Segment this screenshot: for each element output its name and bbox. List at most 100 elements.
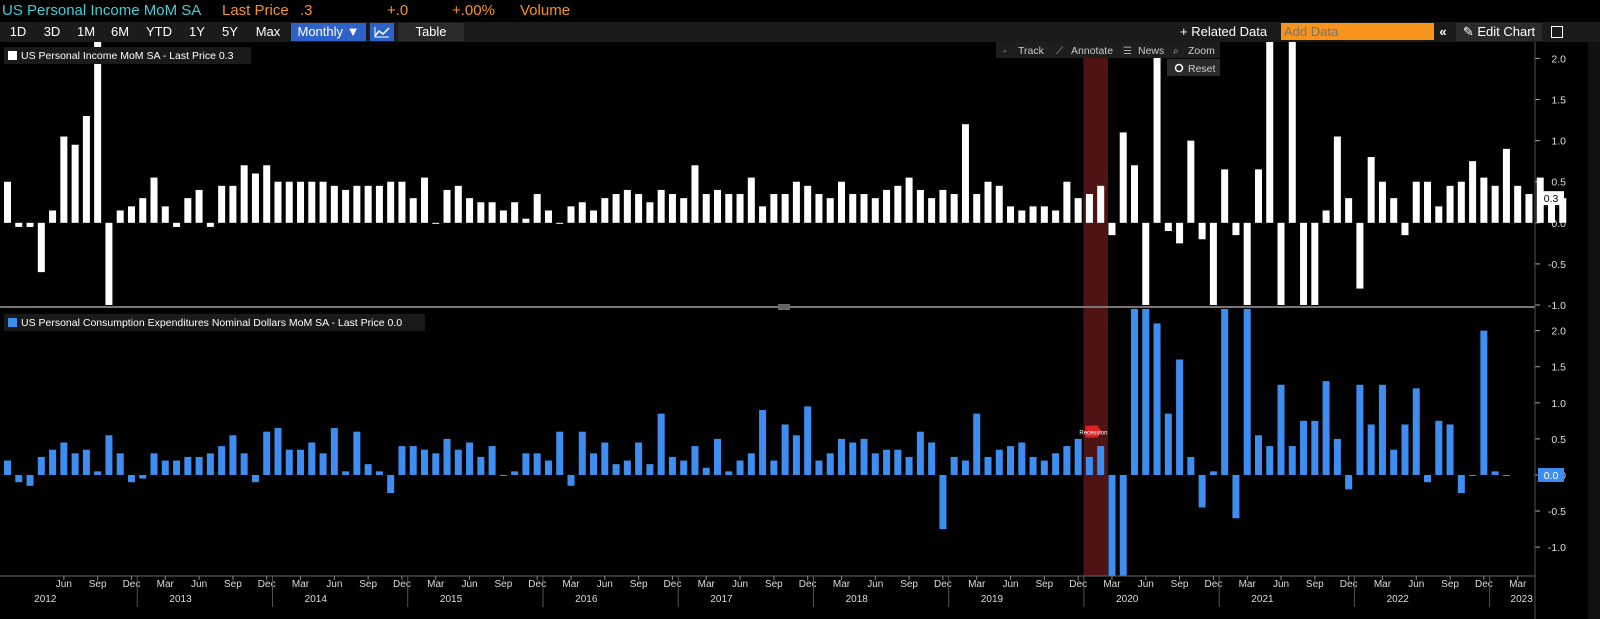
range-ytd-button[interactable]: YTD <box>138 23 180 41</box>
income-bar <box>736 194 744 223</box>
news-button[interactable]: News <box>1138 45 1164 57</box>
security-header: US Personal Income MoM SA Last Price .3 … <box>0 0 1600 22</box>
income-bar <box>184 198 192 223</box>
zoom-button[interactable]: Zoom <box>1188 45 1215 57</box>
income-bar <box>1322 210 1330 223</box>
income-bar <box>285 181 293 223</box>
x-month-label: Dec <box>799 579 817 590</box>
pce-bar <box>1345 474 1353 490</box>
income-bar <box>1480 177 1488 223</box>
reset-button[interactable]: Reset <box>1188 63 1216 75</box>
table-button[interactable]: Table <box>398 23 464 41</box>
pce-bar <box>1254 435 1262 475</box>
income-bar <box>961 124 969 223</box>
income-bar <box>454 185 462 223</box>
x-year-label: 2023 <box>1511 594 1534 605</box>
range-1m-button[interactable]: 1M <box>70 23 102 41</box>
range-3d-button[interactable]: 3D <box>36 23 68 41</box>
income-bar <box>905 177 913 223</box>
collapse-button[interactable]: « <box>1434 23 1452 41</box>
recession-event-flag[interactable] <box>1085 425 1102 438</box>
x-year-label: 2013 <box>169 594 192 605</box>
pce-bar <box>240 453 248 475</box>
edit-chart-button[interactable]: ✎ Edit Chart <box>1456 23 1542 41</box>
x-month-label: Jun <box>1273 579 1289 590</box>
pce-bar <box>567 474 575 486</box>
pce-bar <box>398 446 406 475</box>
pce-bar <box>1131 309 1138 475</box>
pce-bar <box>94 471 102 475</box>
pce-bar <box>578 431 586 475</box>
x-month-label: Sep <box>224 579 242 590</box>
income-bar <box>173 222 181 227</box>
income-bar <box>1345 198 1353 223</box>
line-chart-icon <box>374 27 390 38</box>
income-bar <box>387 181 395 223</box>
frequency-dropdown[interactable]: Monthly ▼ <box>291 23 366 41</box>
income-bar <box>443 189 451 223</box>
range-5y-button[interactable]: 5Y <box>214 23 246 41</box>
add-data-input[interactable] <box>1281 23 1435 40</box>
range-1d-button[interactable]: 1D <box>2 23 34 41</box>
income-bar <box>1333 136 1341 223</box>
income-bar <box>590 210 598 223</box>
income-bar <box>1378 181 1386 223</box>
x-month-label: Dec <box>393 579 411 590</box>
income-bar <box>71 144 79 223</box>
income-bar <box>702 194 710 223</box>
income-bar <box>15 222 23 227</box>
pce-bar <box>511 471 519 475</box>
income-bar <box>657 189 665 223</box>
range-6m-button[interactable]: 6M <box>104 23 136 41</box>
range-max-button[interactable]: Max <box>248 23 288 41</box>
income-bar <box>116 210 124 223</box>
pce-bar <box>928 442 936 475</box>
x-year-label: 2014 <box>305 594 328 605</box>
income-bar <box>916 189 924 223</box>
pce-ytick-label: 1.0 <box>1551 398 1566 410</box>
income-bar <box>1198 222 1206 240</box>
pce-bar <box>995 449 1003 475</box>
income-bar <box>1412 181 1420 223</box>
pce-bar <box>1367 424 1375 475</box>
pce-bar <box>1412 388 1420 475</box>
pce-bar <box>792 435 800 475</box>
income-bar <box>714 189 722 223</box>
x-month-label: Dec <box>258 579 276 590</box>
chart-overlay-toolbar: - Track ⟋ Annotate ☰ News ⌕ Zoom Reset <box>996 42 1220 76</box>
pce-bar <box>161 460 169 475</box>
pce-bar <box>150 453 158 475</box>
income-ytick-label: -0.5 <box>1548 259 1566 271</box>
pce-bar <box>950 456 958 475</box>
pce-bar <box>533 453 541 475</box>
income-bar <box>229 185 237 223</box>
income-bar <box>1525 194 1533 223</box>
double-chevron-left-icon: « <box>1439 24 1447 39</box>
chart-type-button[interactable] <box>370 23 394 41</box>
pce-bar <box>409 446 417 475</box>
window-icon <box>1551 26 1563 38</box>
pce-bar <box>1040 460 1048 475</box>
x-month-label: Jun <box>1002 579 1018 590</box>
percent-change: +.00% <box>452 2 495 19</box>
pce-bar <box>1446 424 1454 475</box>
income-bar <box>1300 222 1308 305</box>
range-1y-button[interactable]: 1Y <box>182 23 212 41</box>
x-month-label: Jun <box>597 579 613 590</box>
security-title: US Personal Income MoM SA <box>2 2 202 19</box>
window-toggle-button[interactable] <box>1548 23 1566 41</box>
track-button[interactable]: Track <box>1018 45 1045 57</box>
annotate-button[interactable]: Annotate <box>1071 45 1113 57</box>
related-data-button[interactable]: + Related Data <box>1180 23 1276 41</box>
pce-bar <box>1322 381 1330 475</box>
income-bar <box>668 194 676 223</box>
income-bar <box>409 198 417 223</box>
scrollbar[interactable] <box>1588 42 1600 619</box>
income-bar <box>635 194 643 223</box>
income-bar <box>691 165 699 223</box>
pce-bar <box>1164 413 1172 475</box>
price-change: +.0 <box>387 2 409 19</box>
x-month-label: Mar <box>292 579 310 590</box>
panel-resize-handle[interactable] <box>778 304 790 310</box>
pce-bar <box>736 460 744 475</box>
